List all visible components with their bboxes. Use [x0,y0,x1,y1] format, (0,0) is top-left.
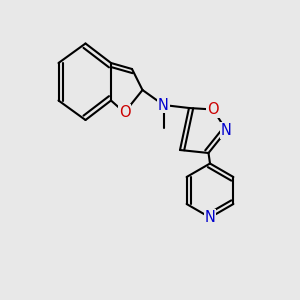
Text: N: N [221,123,232,138]
Text: N: N [158,98,169,112]
Text: N: N [205,210,215,225]
Text: O: O [207,102,219,117]
Text: O: O [119,105,130,120]
